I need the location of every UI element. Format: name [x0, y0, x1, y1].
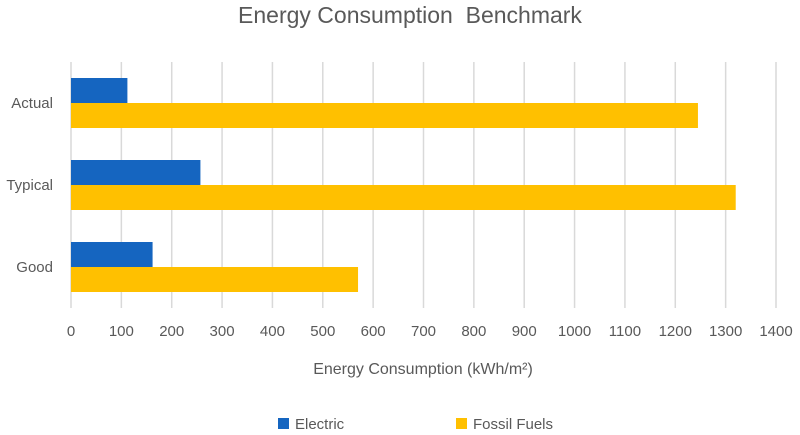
legend-label: Electric	[295, 416, 345, 433]
x-tick-label: 100	[109, 323, 134, 340]
legend-label: Fossil Fuels	[473, 416, 553, 433]
x-tick-label: 1300	[709, 323, 742, 340]
x-tick-label: 1100	[609, 323, 641, 340]
x-tick-label: 200	[159, 323, 184, 340]
x-tick-label: 800	[461, 323, 486, 340]
category-label: Typical	[6, 177, 53, 194]
category-label: Actual	[11, 95, 53, 112]
x-tick-label: 400	[260, 323, 285, 340]
legend-swatch-fossil-fuels	[456, 418, 467, 429]
legend: Electric Fossil Fuels	[278, 416, 553, 433]
x-tick-label: 300	[210, 323, 235, 340]
x-axis-title: Energy Consumption (kWh/m²)	[313, 361, 533, 378]
category-labels: Actual Typical Good	[6, 95, 53, 276]
x-tick-label: 700	[411, 323, 436, 340]
x-tick-label: 900	[512, 323, 537, 340]
x-tick-labels: 0 100 200 300 400 500 600 700 800 900 1000 1100 1200…	[67, 323, 793, 340]
bar-electric-typical	[71, 160, 201, 185]
x-tick-label: 600	[361, 323, 386, 340]
category-label: Good	[16, 259, 53, 276]
bars	[71, 78, 736, 292]
x-tick-label: 0	[67, 323, 75, 340]
x-tick-label: 500	[310, 323, 335, 340]
bar-fossil-fuels-actual	[71, 103, 698, 128]
bar-fossil-fuels-good	[71, 267, 359, 292]
bar-electric-actual	[71, 78, 128, 103]
chart-title: Energy Consumption Benchmark	[238, 2, 582, 28]
legend-swatch-electric	[278, 418, 289, 429]
x-tick-label: 1000	[558, 323, 591, 340]
bar-electric-good	[71, 242, 153, 267]
bar-fossil-fuels-typical	[71, 185, 736, 210]
x-tick-label: 1400	[759, 323, 792, 340]
x-tick-label: 1200	[659, 323, 692, 340]
